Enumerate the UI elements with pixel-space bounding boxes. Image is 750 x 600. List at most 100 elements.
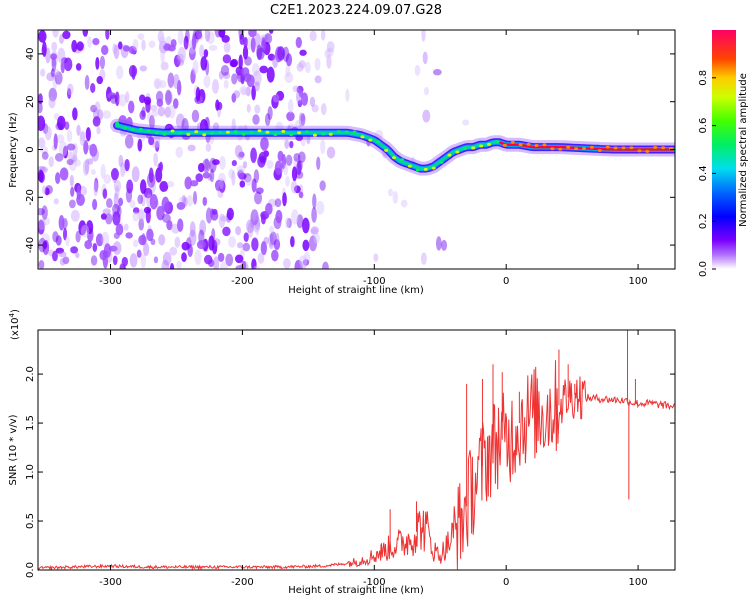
noise-speckle: [252, 219, 261, 233]
ridge-blob: [502, 143, 507, 147]
noise-speckle: [163, 43, 172, 51]
noise-speckle: [173, 98, 179, 109]
noise-speckle: [165, 90, 173, 104]
noise-speckle: [128, 64, 138, 78]
noise-speckle: [250, 217, 255, 228]
ridge-blob: [297, 131, 302, 135]
noise-speckle: [41, 205, 48, 220]
noise-speckle: [82, 30, 89, 37]
colorbar-tick-label: 0.8: [698, 70, 709, 86]
noise-speckle: [92, 243, 98, 252]
noise-speckle: [259, 65, 269, 74]
noise-speckle: [326, 41, 335, 53]
noise-speckle: [76, 193, 85, 206]
noise-speckle: [39, 146, 49, 154]
noise-speckle: [302, 239, 310, 252]
noise-speckle: [374, 129, 384, 140]
noise-speckle: [50, 53, 58, 60]
x-tick-label: -100: [363, 276, 386, 287]
noise-speckle: [243, 232, 249, 243]
x-tick-label: -100: [363, 577, 386, 588]
noise-speckle: [423, 86, 430, 96]
ridge-blob: [400, 158, 404, 162]
y-multiplier-label: (x104): [8, 309, 21, 340]
noise-speckle: [48, 87, 58, 102]
noise-speckle: [41, 41, 47, 57]
noise-speckle: [80, 224, 90, 238]
noise-speckle: [113, 192, 119, 209]
noise-speckle: [66, 129, 73, 142]
noise-speckle: [152, 141, 160, 149]
noise-speckle: [326, 54, 332, 69]
noise-speckle: [184, 176, 192, 190]
noise-speckle: [51, 41, 58, 52]
noise-speckle: [239, 85, 249, 95]
ridge-blob: [210, 131, 215, 135]
noise-speckle: [242, 45, 249, 60]
noise-speckle: [54, 71, 63, 85]
noise-speckle: [284, 139, 290, 149]
noise-speckle: [82, 159, 89, 176]
noise-speckle: [141, 39, 146, 51]
noise-speckle: [246, 103, 251, 113]
noise-speckle: [139, 94, 146, 103]
noise-speckle: [387, 188, 394, 197]
noise-speckle: [260, 137, 269, 151]
noise-speckle: [251, 62, 260, 76]
noise-speckle: [235, 265, 244, 269]
noise-speckle: [265, 202, 273, 215]
noise-speckle: [243, 172, 252, 183]
noise-speckle: [244, 56, 252, 66]
noise-speckle: [169, 262, 175, 269]
noise-speckle: [320, 30, 326, 41]
noise-speckle: [205, 59, 210, 76]
noise-speckle: [274, 160, 283, 176]
x-tick-label: 100: [629, 276, 648, 287]
noise-speckle: [55, 247, 65, 254]
noise-speckle: [59, 258, 66, 266]
noise-speckle: [187, 144, 196, 152]
noise-speckle: [259, 156, 267, 164]
ridge-blob: [376, 140, 381, 144]
ridge-blob: [178, 131, 183, 135]
noise-speckle: [212, 238, 221, 246]
noise-speckle: [191, 109, 200, 123]
ridge-blob: [510, 140, 515, 144]
noise-speckle: [190, 67, 196, 82]
noise-speckle: [218, 213, 226, 228]
noise-speckle: [222, 71, 231, 80]
spectrogram-marks: [38, 30, 675, 269]
ridge-blob: [281, 130, 286, 134]
noise-speckle: [247, 222, 254, 238]
ridge-blob: [447, 153, 452, 157]
noise-speckle: [298, 191, 304, 199]
y-multiplier-exponent: 4: [8, 312, 16, 317]
noise-speckle: [105, 213, 113, 225]
ridge-blob: [661, 146, 666, 150]
noise-speckle: [91, 147, 99, 162]
noise-speckle: [298, 60, 306, 69]
noise-speckle: [64, 121, 70, 130]
ridge-blob: [589, 145, 594, 149]
ridge-blob: [194, 130, 199, 134]
noise-speckle: [242, 242, 251, 252]
noise-speckle: [95, 57, 100, 70]
ridge-blob: [273, 133, 278, 137]
noise-speckle: [238, 30, 245, 40]
ridge-blob: [423, 167, 428, 171]
noise-speckle: [296, 62, 304, 72]
noise-speckle: [220, 64, 230, 76]
noise-speckle: [87, 144, 94, 151]
noise-speckle: [254, 81, 260, 92]
noise-speckle: [286, 111, 295, 122]
noise-speckle: [118, 93, 127, 107]
noise-speckle: [272, 54, 279, 69]
noise-speckle: [155, 78, 160, 90]
noise-speckle: [153, 133, 161, 148]
noise-speckle: [251, 85, 256, 101]
noise-speckle: [158, 36, 166, 47]
noise-speckle: [72, 143, 78, 157]
noise-speckle: [90, 255, 98, 266]
noise-speckle: [140, 193, 146, 207]
